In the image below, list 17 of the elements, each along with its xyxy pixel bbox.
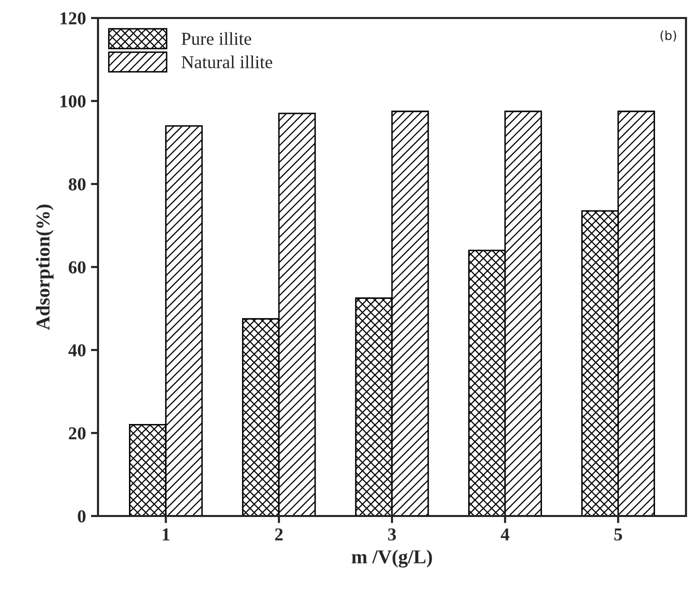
x-tick-label: 4: [500, 528, 510, 540]
legend-label: Natural illite: [182, 56, 272, 68]
y-axis-title: Adsorption(%): [36, 204, 54, 330]
y-tick-label: 120: [60, 12, 86, 24]
y-tick-label: 0: [78, 510, 86, 522]
x-tick-label: 1: [162, 528, 170, 540]
y-tick-label: 20: [68, 427, 86, 440]
x-tick-label: 5: [614, 528, 622, 541]
y-tick-label: 60: [68, 261, 86, 274]
x-tick-label: 2: [275, 528, 283, 540]
y-tick-label: 100: [60, 95, 86, 108]
x-tick-label: 3: [388, 528, 396, 541]
y-tick-label: 80: [68, 178, 86, 190]
annotation: (b): [660, 30, 676, 42]
y-tick-label: 40: [68, 344, 86, 356]
legend-label: Pure illite: [182, 32, 252, 45]
x-axis-title: m /V(g/L): [352, 550, 432, 568]
